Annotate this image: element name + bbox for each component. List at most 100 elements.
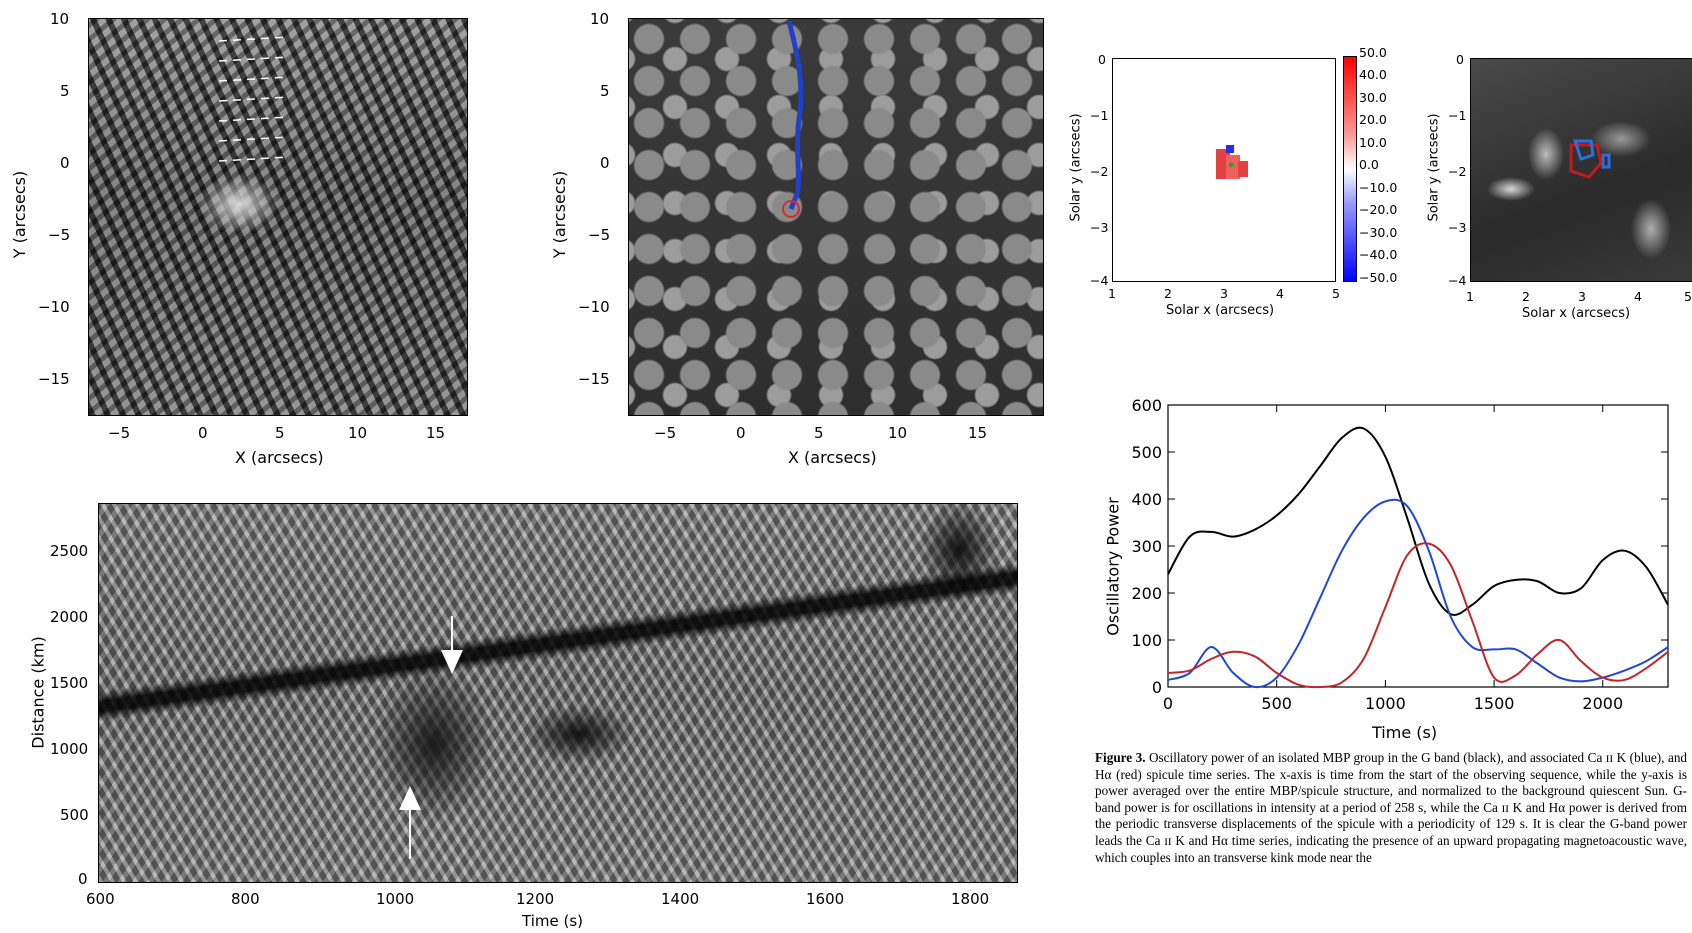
colorbar-tick: 10.0 <box>1359 135 1387 150</box>
panel-e-xtick: 1800 <box>951 890 990 908</box>
y-tick-label: 200 <box>1131 584 1162 603</box>
panel-d-image <box>1470 58 1692 282</box>
y-tick-label: 300 <box>1131 537 1162 556</box>
colorbar-tick: −10.0 <box>1359 180 1398 195</box>
panel-d-ytick: −2 <box>1448 164 1467 179</box>
arrow-down-icon <box>441 616 463 674</box>
panel-a-xtick: 5 <box>275 424 285 442</box>
series-line-1 <box>1167 498 1669 689</box>
colorbar-tick: −30.0 <box>1359 225 1398 240</box>
panel-d-xtick: 1 <box>1466 289 1474 304</box>
panel-b-overlay <box>782 20 804 218</box>
panel-d-ylabel: Solar y (arcsecs) <box>1426 113 1442 222</box>
panel-b-xlabel: X (arcsecs) <box>788 448 877 467</box>
colorbar-tick: −40.0 <box>1359 247 1398 262</box>
panel-d-contours <box>1569 139 1611 179</box>
panel-a-xtick: 0 <box>198 424 208 442</box>
panel-b-xtick: 5 <box>814 424 824 442</box>
panel-e-xtick: 1000 <box>376 890 415 908</box>
panel-c-xlabel: Solar x (arcsecs) <box>1166 303 1275 318</box>
panel-c-xtick: 1 <box>1108 286 1116 301</box>
panel-b-ytick: 10 <box>590 10 610 28</box>
panel-e-ytick: 1500 <box>50 674 89 692</box>
y-tick-label: 100 <box>1131 631 1162 650</box>
panel-e-ytick: 0 <box>78 870 88 888</box>
panel-e-ytick: 2500 <box>50 542 89 560</box>
colorbar-tick: −20.0 <box>1359 202 1398 217</box>
panel-a-xlabel: X (arcsecs) <box>235 448 324 467</box>
panel-b-xtick: 10 <box>888 424 908 442</box>
colorbar-tick: 30.0 <box>1359 90 1387 105</box>
panel-e-xtick: 1400 <box>661 890 700 908</box>
panel-a-ytick: −10 <box>38 298 70 316</box>
panel-c-xtick: 5 <box>1332 286 1340 301</box>
x-tick-label: 1500 <box>1474 694 1515 713</box>
panel-d-ytick: −3 <box>1448 220 1467 235</box>
panel-b-xtick: 15 <box>968 424 988 442</box>
panel-a-ytick: 10 <box>50 10 70 28</box>
panel-a-ytick: −5 <box>48 226 71 244</box>
panel-b-ytick: −15 <box>578 370 610 388</box>
y-tick-label: 500 <box>1131 443 1162 462</box>
panel-c-colorbar <box>1343 56 1357 282</box>
panel-d-xtick: 3 <box>1578 289 1586 304</box>
panel-c-ytick: −2 <box>1090 164 1109 179</box>
panel-b-image <box>628 18 1044 416</box>
panel-c-image <box>1112 58 1336 282</box>
panel-a-xtick: 10 <box>348 424 368 442</box>
panel-d-xtick: 4 <box>1634 289 1642 304</box>
colorbar-tick: 20.0 <box>1359 112 1387 127</box>
panel-c-xtick: 3 <box>1220 286 1228 301</box>
arrow-up-icon <box>399 786 421 859</box>
panel-a-dashes <box>218 36 290 162</box>
panel-e-xtick: 600 <box>86 890 115 908</box>
x-tick-label: 0 <box>1163 694 1173 713</box>
panel-e-arrows <box>399 616 463 859</box>
panel-d-xtick: 5 <box>1684 289 1692 304</box>
power-chart: 0 500 1000 1500 2000 0 100 200 300 400 500 600 <box>1131 396 1669 713</box>
panel-c-ylabel: Solar y (arcsecs) <box>1068 113 1084 222</box>
panel-e-xlabel: Time (s) <box>522 912 583 930</box>
panel-b-ytick: 0 <box>600 154 610 172</box>
panel-e-xtick: 1600 <box>806 890 845 908</box>
panel-a-image <box>88 18 468 416</box>
caption-text: Oscillatory power of an isolated MBP gro… <box>1095 750 1688 865</box>
panel-a-ytick: 5 <box>60 82 70 100</box>
panel-c-blob <box>1216 145 1248 179</box>
colorbar-tick: −50.0 <box>1359 270 1398 285</box>
panel-d-xlabel: Solar x (arcsecs) <box>1522 306 1631 321</box>
figure-caption: Figure 3. Oscillatory power of an isolat… <box>1095 750 1687 866</box>
panel-a-ylabel: Y (arcsecs) <box>10 170 30 259</box>
x-tick-label: 2000 <box>1582 694 1623 713</box>
series-line-0 <box>1167 426 1669 616</box>
colorbar-tick: 40.0 <box>1359 67 1387 82</box>
panel-b-ytick: −5 <box>588 226 611 244</box>
panel-c-ytick: −3 <box>1090 220 1109 235</box>
panel-b-ytick: 5 <box>600 82 610 100</box>
panel-c-ytick: −1 <box>1090 108 1109 123</box>
panel-e-ylabel: Distance (km) <box>28 636 48 749</box>
caption-label: Figure 3. <box>1095 750 1146 765</box>
panel-b-ylabel: Y (arcsecs) <box>550 170 570 259</box>
colorbar-tick: 0.0 <box>1359 157 1379 172</box>
panel-d-ytick: −1 <box>1448 108 1467 123</box>
panel-a-xtick: 15 <box>426 424 446 442</box>
panel-c-ytick: −4 <box>1090 273 1109 288</box>
y-tick-label: 0 <box>1152 678 1162 697</box>
colorbar-tick: 50.0 <box>1359 45 1387 60</box>
panel-a-ytick: 0 <box>60 154 70 172</box>
panel-e-xtick: 800 <box>231 890 260 908</box>
y-tick-label: 400 <box>1131 490 1162 509</box>
panel-c-xtick: 4 <box>1276 286 1284 301</box>
x-tick-label: 1000 <box>1365 694 1406 713</box>
panel-c-xtick: 2 <box>1164 286 1172 301</box>
x-tick-label: 500 <box>1261 694 1292 713</box>
panel-c-ytick: 0 <box>1098 52 1106 67</box>
panel-e-image <box>98 503 1018 883</box>
panel-e-ytick: 1000 <box>50 740 89 758</box>
panel-d-xtick: 2 <box>1522 289 1530 304</box>
panel-d-ytick: 0 <box>1456 52 1464 67</box>
panel-e-ytick: 2000 <box>50 608 89 626</box>
chart-xlabel: Time (s) <box>1372 723 1438 742</box>
chart-ylabel: Oscillatory Power <box>1103 497 1123 636</box>
